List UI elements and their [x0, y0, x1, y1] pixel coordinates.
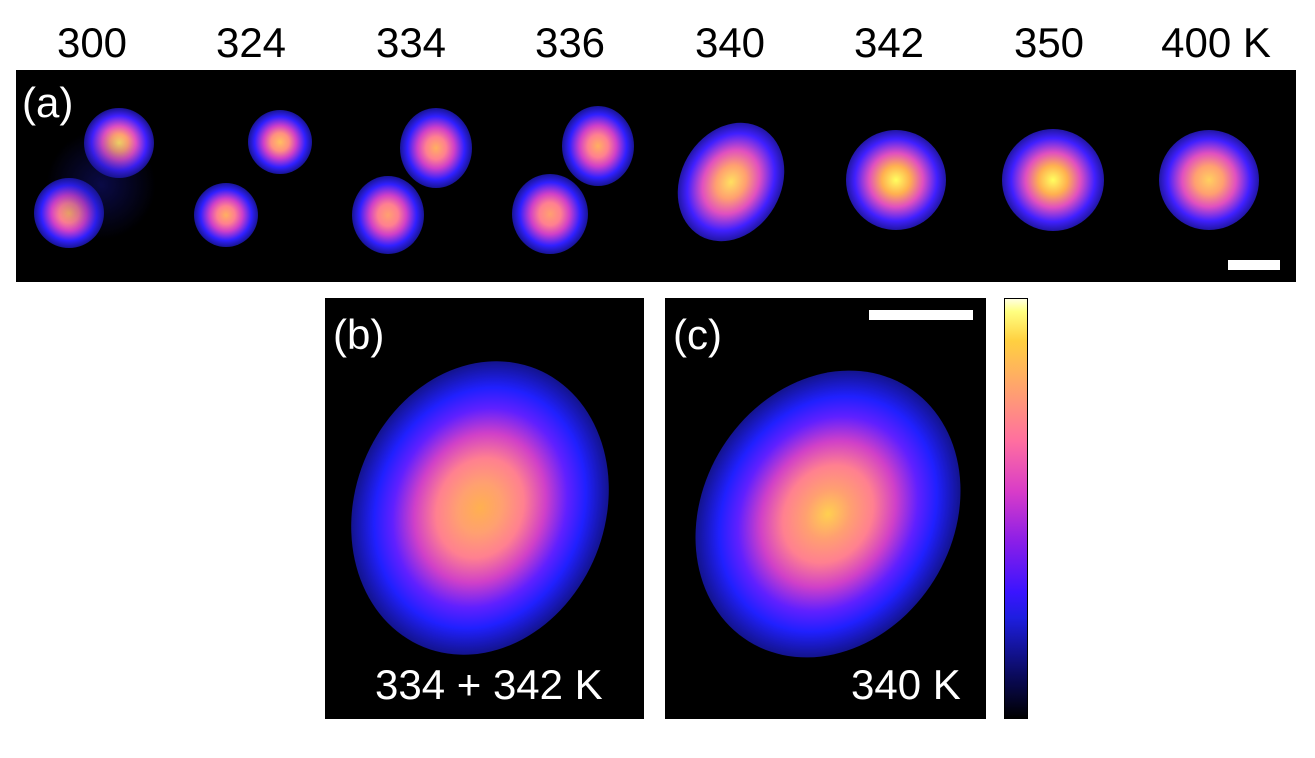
panel-a-image-strip: (a)	[16, 70, 1296, 282]
spot-324-upper	[248, 110, 312, 174]
spot-340	[656, 103, 806, 261]
spot-334-lower	[352, 176, 424, 254]
temperature-label-342: 342	[853, 19, 925, 66]
panel-c-label: (c)	[673, 311, 722, 358]
spot-340-zoom	[665, 320, 986, 708]
temperature-label-336: 336	[534, 19, 606, 66]
panel-a-label: (a)	[22, 79, 74, 126]
panel-c-image: (c) 340 K	[665, 298, 986, 719]
temperature-label-324: 324	[215, 19, 287, 66]
temperature-label-400: 400 K	[1161, 19, 1271, 66]
intensity-colorbar	[1004, 298, 1028, 719]
spot-300-halo	[46, 130, 156, 240]
spot-324-lower	[194, 183, 258, 247]
temperature-label-300: 300	[56, 19, 128, 66]
spot-336-lower	[512, 174, 588, 254]
panel-a-scalebar	[1228, 260, 1280, 270]
temperature-label-340: 340	[694, 19, 766, 66]
panel-b-image: (b) 334 + 342 K	[325, 298, 644, 719]
panel-b-caption: 334 + 342 K	[375, 661, 603, 708]
spot-400	[1159, 130, 1259, 230]
panel-c-caption: 340 K	[851, 661, 961, 708]
spot-composite	[325, 322, 644, 694]
temperature-label-334: 334	[375, 19, 447, 66]
panel-b-label: (b)	[333, 311, 385, 358]
spot-342	[846, 130, 946, 230]
temperature-label-350: 350	[1013, 19, 1085, 66]
spot-350	[1002, 129, 1104, 231]
spot-334-upper	[400, 108, 472, 188]
spot-336-upper	[562, 106, 634, 186]
panel-c-scalebar	[869, 310, 973, 320]
